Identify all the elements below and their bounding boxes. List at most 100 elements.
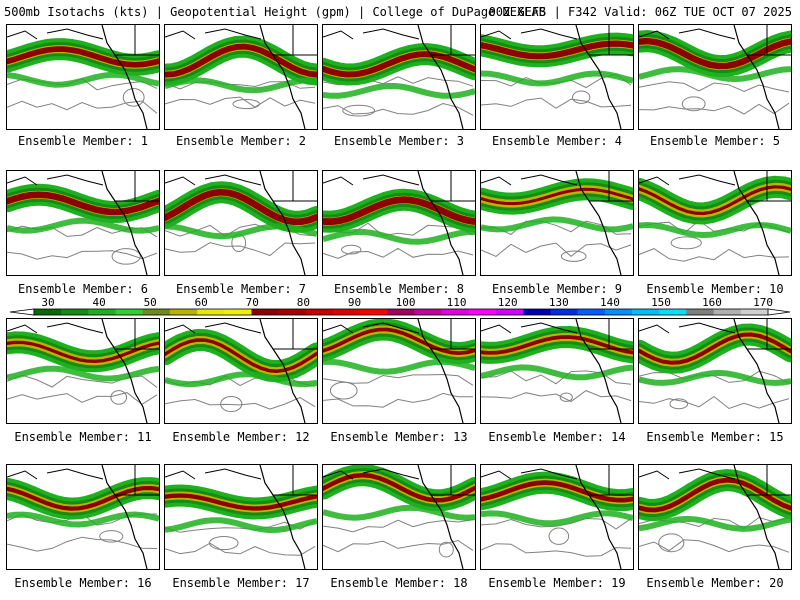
colorbar-swatch <box>713 309 742 315</box>
colorbar-tick-label: 50 <box>144 296 157 309</box>
colorbar-tick-label: 110 <box>447 296 467 309</box>
colorbar-swatch <box>659 309 687 315</box>
colorbar-tick-label: 120 <box>498 296 518 309</box>
member-map-graphic <box>481 465 633 569</box>
ensemble-member-map <box>164 24 318 130</box>
member-map-graphic <box>323 465 475 569</box>
ensemble-member-map <box>322 170 476 276</box>
colorbar-tick-label: 30 <box>41 296 54 309</box>
colorbar-tick-label: 130 <box>549 296 569 309</box>
colorbar-tick-label: 140 <box>600 296 620 309</box>
ensemble-member-map <box>6 170 160 276</box>
member-map-graphic <box>639 319 791 423</box>
ensemble-member-caption: Ensemble Member: 18 <box>330 576 468 590</box>
member-map-graphic <box>165 25 317 129</box>
member-map-graphic <box>639 171 791 275</box>
map-title-bar: 500mb Isotachs (kts) | Geopotential Heig… <box>4 4 796 20</box>
ensemble-member-map <box>6 464 160 570</box>
member-map-graphic <box>481 171 633 275</box>
ensemble-member-caption: Ensemble Member: 6 <box>17 282 149 296</box>
member-map-graphic <box>481 319 633 423</box>
colorbar-swatch <box>169 309 198 315</box>
colorbar-swatch <box>360 309 388 315</box>
ensemble-member-caption: Ensemble Member: 13 <box>330 430 468 444</box>
member-map-graphic <box>639 465 791 569</box>
ensemble-member-map <box>638 24 792 130</box>
ensemble-member-caption: Ensemble Member: 10 <box>646 282 784 296</box>
member-map-graphic <box>165 319 317 423</box>
member-map-graphic <box>7 465 159 569</box>
colorbar-tick-label: 170 <box>753 296 773 309</box>
ensemble-member-caption: Ensemble Member: 7 <box>175 282 307 296</box>
ensemble-member-caption: Ensemble Member: 12 <box>172 430 310 444</box>
colorbar-swatch <box>224 309 252 315</box>
ensemble-member-caption: Ensemble Member: 15 <box>646 430 784 444</box>
colorbar-tick-label: 40 <box>92 296 105 309</box>
colorbar-swatch <box>115 309 144 315</box>
colorbar-tick-label: 150 <box>651 296 671 309</box>
colorbar-swatch <box>305 309 334 315</box>
ensemble-member-map <box>480 24 634 130</box>
colorbar-right-arrow <box>767 308 791 316</box>
ensemble-member-caption: Ensemble Member: 17 <box>172 576 310 590</box>
colorbar-tick-label: 100 <box>396 296 416 309</box>
colorbar-swatch <box>387 309 415 315</box>
colorbar-tick-label: 160 <box>702 296 722 309</box>
colorbar-swatch <box>441 309 470 315</box>
member-map-graphic <box>7 171 159 275</box>
ensemble-member-map <box>164 170 318 276</box>
colorbar-swatch <box>632 309 660 315</box>
ensemble-member-map <box>480 464 634 570</box>
ensemble-member-map <box>6 24 160 130</box>
member-map-graphic <box>323 25 475 129</box>
colorbar-swatch <box>61 309 89 315</box>
colorbar-tick-label: 60 <box>195 296 208 309</box>
ensemble-member-caption: Ensemble Member: 16 <box>14 576 152 590</box>
colorbar-swatch <box>740 309 769 315</box>
colorbar-swatch <box>278 309 307 315</box>
member-map-graphic <box>639 25 791 129</box>
colorbar-tick-label: 80 <box>297 296 310 309</box>
member-map-graphic <box>165 171 317 275</box>
ensemble-member-caption: Ensemble Member: 8 <box>333 282 465 296</box>
colorbar-tick-label: 90 <box>348 296 361 309</box>
colorbar-tick-label: 70 <box>246 296 259 309</box>
ensemble-member-map <box>638 464 792 570</box>
ensemble-member-caption: Ensemble Member: 1 <box>17 134 149 148</box>
member-map-graphic <box>323 171 475 275</box>
colorbar-swatch <box>468 309 497 315</box>
colorbar-swatch <box>577 309 606 315</box>
member-map-graphic <box>481 25 633 129</box>
ensemble-member-map <box>322 464 476 570</box>
colorbar-swatch <box>333 309 361 315</box>
ensemble-member-map <box>480 318 634 424</box>
ensemble-member-map <box>164 464 318 570</box>
ensemble-member-caption: Ensemble Member: 5 <box>649 134 781 148</box>
colorbar-swatch <box>251 309 279 315</box>
ensemble-member-map <box>322 318 476 424</box>
colorbar-swatch <box>414 309 443 315</box>
colorbar-swatch <box>496 309 524 315</box>
ensemble-member-caption: Ensemble Member: 9 <box>491 282 623 296</box>
ensemble-member-caption: Ensemble Member: 2 <box>175 134 307 148</box>
ensemble-member-map <box>480 170 634 276</box>
colorbar-swatch <box>197 309 225 315</box>
ensemble-member-map <box>638 318 792 424</box>
ensemble-member-map <box>638 170 792 276</box>
ensemble-member-caption: Ensemble Member: 20 <box>646 576 784 590</box>
ensemble-member-map <box>6 318 160 424</box>
isotach-colorbar: 30 40 50 60 70 80 90 100 110 120 130 140 150 160 170 <box>8 296 792 320</box>
colorbar-swatch <box>34 309 62 315</box>
map-title-left: 500mb Isotachs (kts) | Geopotential Heig… <box>4 5 546 19</box>
member-map-graphic <box>7 25 159 129</box>
colorbar-swatch <box>523 309 551 315</box>
member-map-graphic <box>323 319 475 423</box>
member-map-graphic <box>7 319 159 423</box>
colorbar-swatch <box>604 309 633 315</box>
ensemble-member-caption: Ensemble Member: 14 <box>488 430 626 444</box>
ensemble-member-caption: Ensemble Member: 11 <box>14 430 152 444</box>
colorbar-graphic: 30 40 50 60 70 80 90 100 110 120 130 140 150 160 170 <box>9 296 791 316</box>
ensemble-member-map <box>322 24 476 130</box>
ensemble-member-map <box>164 318 318 424</box>
ensemble-member-caption: Ensemble Member: 4 <box>491 134 623 148</box>
